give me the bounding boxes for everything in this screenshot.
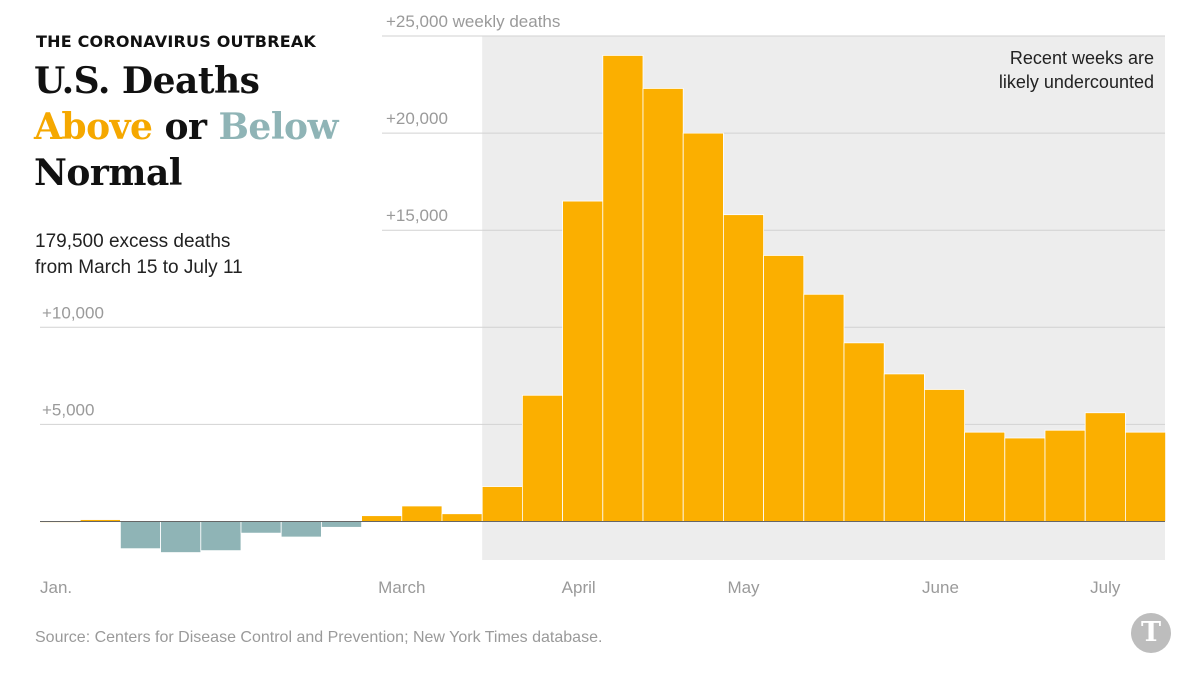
kicker: THE CORONAVIRUS OUTBREAK <box>36 32 317 51</box>
bar <box>964 431 1006 522</box>
bar <box>200 521 242 552</box>
y-tick-label: +15,000 <box>386 206 448 225</box>
bar <box>763 255 805 522</box>
subhead-line-1: 179,500 excess deaths <box>35 231 231 252</box>
bar <box>723 214 765 522</box>
title-line-3: Normal <box>34 152 182 194</box>
bar <box>843 342 885 522</box>
bar <box>1125 431 1167 522</box>
bar <box>320 521 362 528</box>
bar <box>803 293 845 522</box>
bar <box>562 200 604 522</box>
bar <box>1004 437 1046 522</box>
title-or: or <box>152 106 219 148</box>
y-tick-label: +5,000 <box>42 400 94 419</box>
title-below: Below <box>218 106 338 148</box>
undercount-note: likely undercounted <box>999 72 1154 92</box>
page-title: U.S. Deaths Above or Below Normal <box>34 58 338 196</box>
bar <box>602 55 644 522</box>
x-tick-label: July <box>1090 578 1121 597</box>
bar <box>481 486 523 522</box>
bar <box>401 505 443 522</box>
x-tick-label: June <box>922 578 959 597</box>
x-tick-label: April <box>562 578 596 597</box>
subhead-line-2: from March 15 to July 11 <box>35 257 243 278</box>
bar <box>642 88 684 522</box>
y-tick-label: +25,000 weekly deaths <box>386 12 560 31</box>
x-tick-label: May <box>727 578 760 597</box>
x-tick-label: Jan. <box>40 578 72 597</box>
bar <box>522 394 564 522</box>
title-line-1: U.S. Deaths <box>34 60 260 102</box>
bar <box>1084 412 1126 522</box>
title-above: Above <box>34 106 153 148</box>
bar <box>441 513 483 522</box>
subhead: 179,500 excess deaths from March 15 to J… <box>35 229 243 281</box>
y-tick-label: +10,000 <box>42 303 104 322</box>
source-note: Source: Centers for Disease Control and … <box>35 629 603 646</box>
bar <box>1044 429 1086 522</box>
y-tick-label: +20,000 <box>386 109 448 128</box>
title-line-2: Above or Below <box>34 104 338 150</box>
bar <box>280 521 322 538</box>
bar <box>120 521 162 550</box>
undercount-note: Recent weeks are <box>1010 48 1154 68</box>
bar <box>924 389 966 522</box>
bar <box>682 132 724 522</box>
bar <box>361 515 403 522</box>
x-tick-label: March <box>378 578 425 597</box>
bar <box>883 373 925 522</box>
bar <box>240 521 282 534</box>
nyt-logo-icon: T <box>1131 613 1171 653</box>
bar <box>160 521 202 553</box>
